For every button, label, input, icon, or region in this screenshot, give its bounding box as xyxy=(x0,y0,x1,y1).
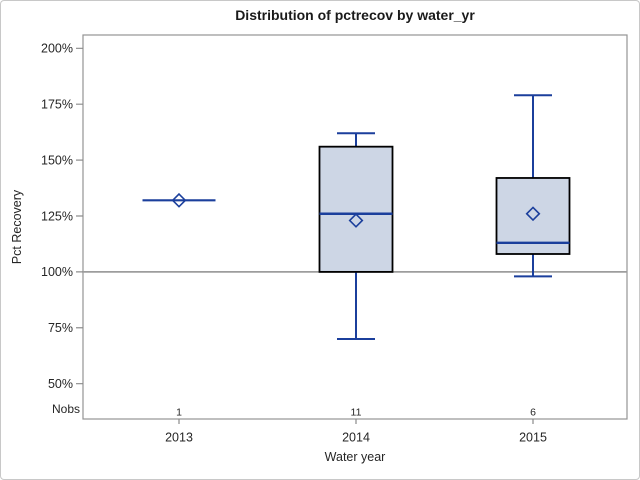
x-category-label: 2015 xyxy=(519,431,547,445)
y-tick-label: 200% xyxy=(41,42,73,56)
nobs-value: 1 xyxy=(176,407,182,419)
y-tick-label: 100% xyxy=(41,265,73,279)
y-tick-label: 175% xyxy=(41,97,73,111)
mean-diamond-2013 xyxy=(171,192,187,208)
nobs-value: 6 xyxy=(530,407,536,419)
chart-title: Distribution of pctrecov by water_yr xyxy=(235,7,475,23)
y-tick-label: 150% xyxy=(41,153,73,167)
y-tick-label: 125% xyxy=(41,209,73,223)
y-tick-label: 75% xyxy=(48,321,73,335)
box-2014 xyxy=(318,145,394,273)
x-axis-title: Water year xyxy=(324,450,386,464)
plot-area-border xyxy=(82,34,628,420)
x-category-label: 2014 xyxy=(342,431,370,445)
mean-diamond-2015 xyxy=(525,206,541,222)
x-category-label: 2013 xyxy=(165,431,193,445)
mean-diamond-2014 xyxy=(348,213,364,228)
nobs-value: 11 xyxy=(351,407,362,419)
nobs-row-label: Nobs xyxy=(51,402,80,416)
y-tick-label: 50% xyxy=(48,377,73,391)
box-2015 xyxy=(495,177,571,255)
